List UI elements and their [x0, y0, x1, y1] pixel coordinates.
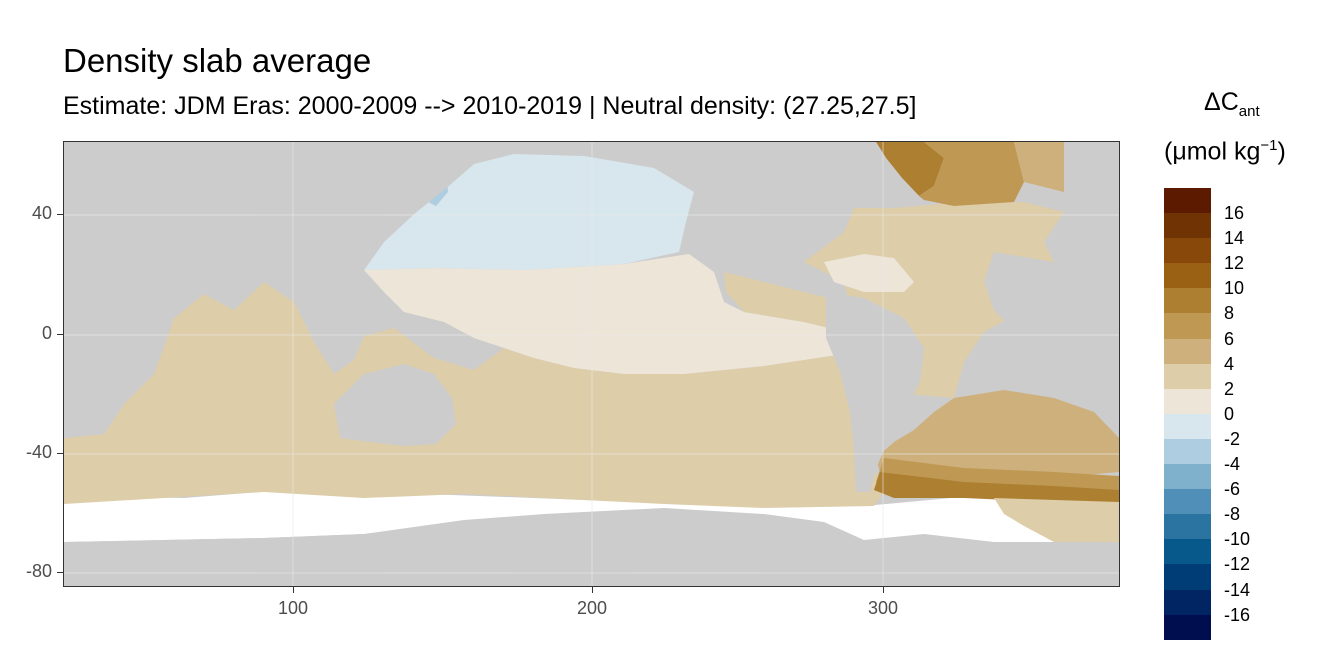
south-atlantic-south [994, 498, 1119, 542]
legend-label: -16 [1224, 604, 1251, 625]
y-tick [57, 453, 63, 454]
x-tick [883, 587, 884, 593]
equatorial-pacific [364, 254, 854, 374]
grid-lines [64, 142, 1119, 586]
legend-label: 10 [1224, 278, 1245, 299]
equatorial-atlantic [824, 254, 914, 292]
y-tick [57, 572, 63, 573]
legend-color-step [1164, 313, 1211, 339]
legend-label: 6 [1224, 328, 1235, 349]
legend-label: -8 [1224, 504, 1241, 525]
legend-color-step [1164, 614, 1211, 640]
legend-label: 4 [1224, 353, 1235, 374]
plot-title: Density slab average [63, 42, 372, 79]
legend-label: 2 [1224, 378, 1235, 399]
southern-ocean-nodata [64, 490, 1119, 542]
legend-color-step [1164, 564, 1211, 590]
legend-color-step [1164, 238, 1211, 264]
y-tick-label: -40 [25, 442, 52, 462]
subpolar-north-atlantic [876, 142, 944, 196]
legend-color-step [1164, 464, 1211, 490]
legend-color-step [1164, 288, 1211, 314]
legend-color-step [1164, 263, 1211, 289]
asia-land [64, 142, 474, 318]
x-tick-label: 300 [867, 598, 899, 618]
y-tick [57, 334, 63, 335]
legend-color-step [1164, 338, 1211, 364]
north-atlantic-6 [964, 142, 1064, 192]
legend-label: 16 [1224, 203, 1245, 223]
x-tick-label: 100 [277, 598, 309, 618]
legend-title: ΔCant [1204, 88, 1260, 120]
x-tick [592, 587, 593, 593]
legend-color-step [1164, 213, 1211, 239]
australia-land [334, 364, 456, 446]
legend-label: 8 [1224, 303, 1235, 324]
legend-color-step [1164, 388, 1211, 414]
legend-label: 12 [1224, 253, 1245, 274]
south-america-land [826, 292, 924, 492]
legend-label: -12 [1224, 554, 1251, 575]
legend-color-step [1164, 539, 1211, 565]
indian-south-pacific [64, 282, 884, 508]
east-pacific-coastal [724, 272, 854, 334]
legend-label: -10 [1224, 529, 1251, 550]
legend-color-step [1164, 363, 1211, 389]
legend-label: -2 [1224, 428, 1241, 449]
north-atlantic-mid [919, 142, 1024, 206]
y-tick-label: 40 [31, 203, 52, 223]
legend-label: 14 [1224, 228, 1245, 249]
legend-colorbar [1164, 188, 1211, 640]
y-tick-label: -80 [25, 561, 52, 581]
legend-color-step [1164, 489, 1211, 515]
x-tick-label: 200 [576, 598, 608, 618]
africa-east-land [64, 252, 174, 438]
legend-label: -14 [1224, 579, 1251, 600]
south-atlantic-deep [874, 472, 1119, 502]
legend-color-step [1164, 589, 1211, 615]
legend-label: -4 [1224, 454, 1241, 474]
legend-color-step [1164, 514, 1211, 540]
map-panel [63, 141, 1120, 587]
south-atlantic [876, 390, 1119, 488]
map-svg [64, 142, 1119, 586]
legend-color-step [1164, 413, 1211, 439]
legend-label: 0 [1224, 403, 1235, 424]
africa-land [984, 252, 1119, 412]
legend-unit: (μmol kg−1) [1164, 137, 1286, 166]
europe-land [1044, 142, 1119, 282]
x-tick [293, 587, 294, 593]
legend-label: -6 [1224, 479, 1241, 500]
legend-color-step [1164, 188, 1211, 214]
plot-subtitle: Estimate: JDM Eras: 2000-2009 --> 2010-2… [63, 92, 917, 120]
y-tick-label: 0 [41, 323, 52, 343]
legend-color-step [1164, 438, 1211, 465]
north-pacific [364, 154, 694, 270]
north-america-land [694, 142, 919, 280]
y-tick [57, 214, 63, 215]
